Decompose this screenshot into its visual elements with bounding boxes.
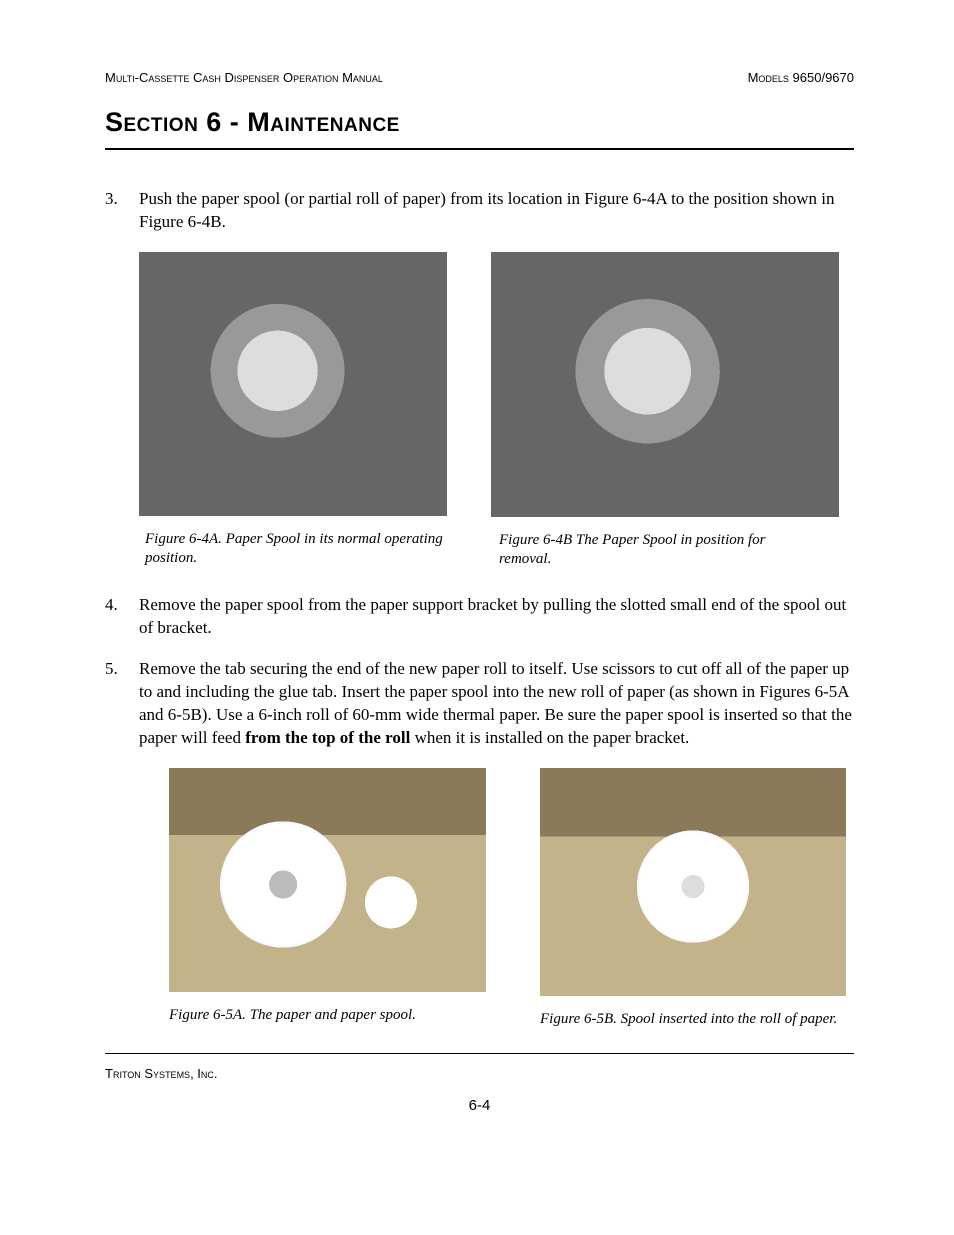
step-number: 4.: [105, 594, 139, 640]
figure-6-4a-image: [139, 252, 447, 516]
step-4: 4. Remove the paper spool from the paper…: [105, 594, 854, 640]
footer-rule: [105, 1053, 854, 1054]
figure-6-4a: Figure 6-4A. Paper Spool in its normal o…: [139, 252, 447, 570]
step-text: Remove the tab securing the end of the n…: [139, 658, 854, 750]
figure-6-5a-caption: Figure 6-5A. The paper and paper spool.: [169, 1006, 469, 1026]
step-5-bold: from the top of the roll: [245, 728, 410, 747]
figure-6-5a-image: [169, 768, 486, 992]
figure-6-4b-image: [491, 252, 839, 517]
figure-row-1: Figure 6-4A. Paper Spool in its normal o…: [139, 252, 854, 570]
figure-6-4b: Figure 6-4B The Paper Spool in position …: [491, 252, 839, 570]
section-rule: [105, 148, 854, 150]
figure-6-5a: Figure 6-5A. The paper and paper spool.: [169, 768, 486, 1030]
figure-6-4b-caption: Figure 6-4B The Paper Spool in position …: [491, 531, 799, 570]
section-title: Section 6 - Maintenance: [105, 107, 854, 138]
page-number: 6-4: [105, 1097, 854, 1114]
page: Multi-Cassette Cash Dispenser Operation …: [0, 0, 954, 1154]
step-text: Remove the paper spool from the paper su…: [139, 594, 854, 640]
step-5: 5. Remove the tab securing the end of th…: [105, 658, 854, 750]
running-header: Multi-Cassette Cash Dispenser Operation …: [105, 70, 854, 85]
figure-row-2: Figure 6-5A. The paper and paper spool. …: [169, 768, 854, 1030]
step-number: 5.: [105, 658, 139, 750]
header-right: Models 9650/9670: [748, 70, 854, 85]
figure-6-5b: Figure 6-5B. Spool inserted into the rol…: [540, 768, 846, 1030]
step-number: 3.: [105, 188, 139, 234]
header-left: Multi-Cassette Cash Dispenser Operation …: [105, 70, 383, 85]
figure-6-5b-image: [540, 768, 846, 996]
figure-6-4a-caption: Figure 6-4A. Paper Spool in its normal o…: [139, 530, 445, 569]
step-3: 3. Push the paper spool (or partial roll…: [105, 188, 854, 234]
step-5-post: when it is installed on the paper bracke…: [410, 728, 689, 747]
footer-company: Triton Systems, Inc.: [105, 1066, 854, 1081]
figure-6-5b-caption: Figure 6-5B. Spool inserted into the rol…: [540, 1010, 840, 1030]
step-text: Push the paper spool (or partial roll of…: [139, 188, 854, 234]
